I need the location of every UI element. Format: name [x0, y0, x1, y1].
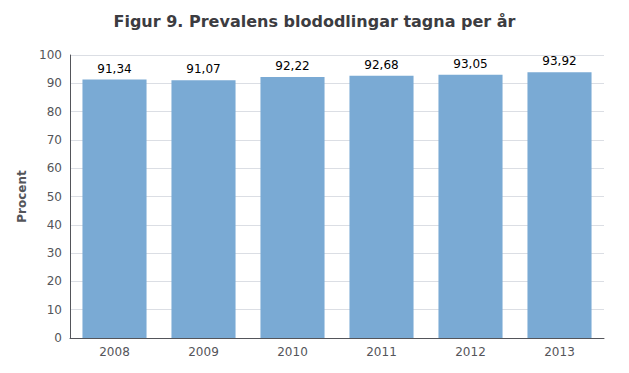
- svg-text:80: 80: [47, 105, 62, 119]
- svg-text:Procent: Procent: [15, 170, 29, 223]
- svg-text:92,68: 92,68: [364, 58, 398, 72]
- svg-text:10: 10: [47, 303, 62, 317]
- svg-text:40: 40: [47, 218, 62, 232]
- svg-text:2011: 2011: [366, 345, 397, 359]
- svg-text:0: 0: [54, 331, 62, 345]
- svg-text:60: 60: [47, 161, 62, 175]
- svg-text:93,92: 93,92: [542, 54, 576, 68]
- svg-text:70: 70: [47, 133, 62, 147]
- svg-text:2010: 2010: [277, 345, 308, 359]
- svg-text:91,34: 91,34: [97, 62, 131, 76]
- svg-text:30: 30: [47, 246, 62, 260]
- svg-text:Figur 9. Prevalens blododlinga: Figur 9. Prevalens blododlingar tagna pe…: [113, 12, 515, 31]
- svg-text:2012: 2012: [455, 345, 486, 359]
- svg-text:90: 90: [47, 76, 62, 90]
- svg-text:50: 50: [47, 190, 62, 204]
- svg-text:100: 100: [39, 48, 62, 62]
- svg-text:92,22: 92,22: [275, 59, 309, 73]
- svg-text:2013: 2013: [544, 345, 575, 359]
- svg-text:20: 20: [47, 274, 62, 288]
- svg-text:2009: 2009: [188, 345, 219, 359]
- svg-text:2008: 2008: [99, 345, 130, 359]
- svg-text:93,05: 93,05: [453, 57, 487, 71]
- svg-text:91,07: 91,07: [186, 62, 220, 76]
